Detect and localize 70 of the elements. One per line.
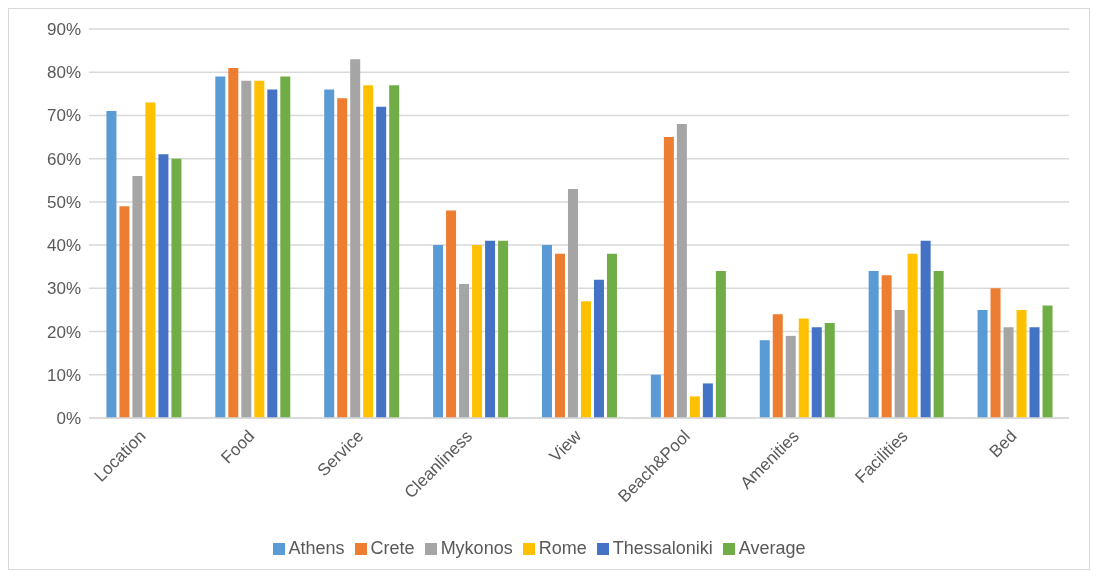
y-tick-label: 50% [46,192,81,212]
y-tick-label: 60% [46,149,81,169]
y-tick-label: 0% [56,409,81,429]
bar [990,288,1001,418]
bar [785,335,796,418]
bar [241,80,252,418]
bar [1042,305,1053,418]
legend-label: Athens [288,538,345,558]
bar [593,279,604,418]
bar [324,89,335,418]
bar [446,210,457,418]
bar [145,102,156,418]
bar [280,76,291,418]
bar [933,271,944,418]
y-tick-label: 10% [46,365,81,385]
y-tick-label: 20% [46,322,81,342]
bar [554,253,565,418]
bar [158,154,169,418]
bar [267,89,278,418]
bar [907,253,918,418]
bar [759,340,770,418]
bar [715,271,726,418]
bar [1016,309,1027,418]
legend-label: Rome [538,538,587,558]
bar [363,85,374,418]
y-tick-label: 80% [46,63,81,83]
bar [389,85,400,418]
bar [106,111,117,418]
bar [824,322,835,418]
bar [376,106,387,418]
bar [485,240,496,418]
bar [350,59,361,418]
bar [650,374,661,418]
bar [881,275,892,418]
bar [541,245,552,418]
bar [772,314,783,418]
bar [1003,327,1014,418]
bar [977,309,988,418]
bar [580,301,591,418]
bar [433,245,444,418]
bar [689,396,700,418]
bar [663,137,674,418]
bar [215,76,226,418]
bar [702,383,713,418]
bar [132,175,143,418]
legend-label: Thessaloniki [612,538,713,558]
legend-label: Average [738,538,806,558]
bar [254,80,265,418]
y-tick-label: 70% [46,106,81,126]
bar [459,284,470,418]
bar [676,124,687,418]
y-tick-label: 30% [46,279,81,299]
y-tick-label: 90% [46,20,81,40]
bar [920,240,931,418]
bar [567,188,578,418]
bar [472,245,483,418]
y-tick-label: 40% [46,236,81,256]
bar [798,318,809,418]
bar [1029,327,1040,418]
bar [811,327,822,418]
bar [498,240,509,418]
legend-label: Crete [370,538,415,558]
bar [171,158,182,418]
bar [337,98,348,418]
bar [119,206,130,418]
bar [894,309,905,418]
legend-label: Mykonos [440,538,513,558]
bar [606,253,617,418]
bar [228,67,239,418]
bar [868,271,879,418]
